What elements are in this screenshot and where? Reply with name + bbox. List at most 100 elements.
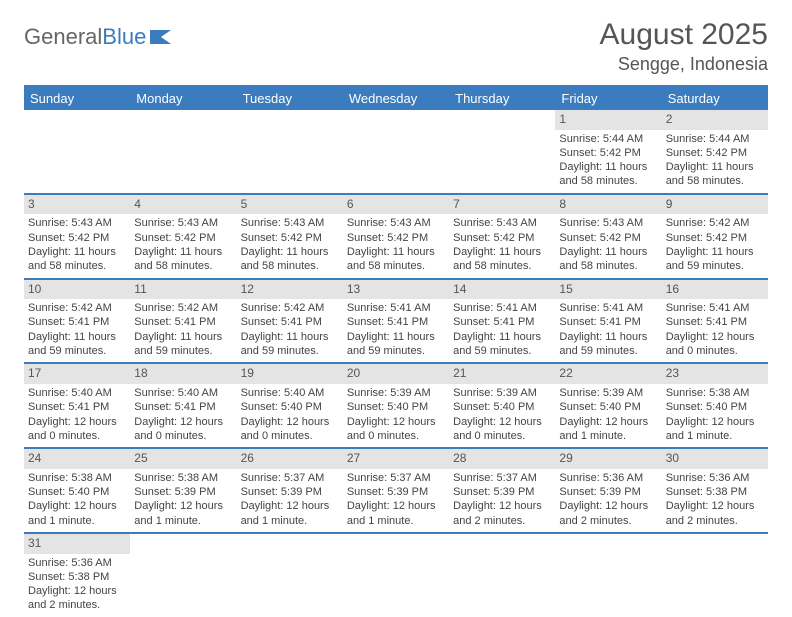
sunset-text: Sunset: 5:41 PM	[347, 315, 445, 329]
sunset-text: Sunset: 5:39 PM	[559, 485, 657, 499]
day-body: Sunrise: 5:36 AMSunset: 5:39 PMDaylight:…	[555, 469, 661, 532]
daylight-text: Daylight: 11 hours	[347, 330, 445, 344]
sunset-text: Sunset: 5:40 PM	[666, 400, 764, 414]
month-title: August 2025	[600, 18, 768, 52]
day-body: Sunrise: 5:42 AMSunset: 5:41 PMDaylight:…	[24, 299, 130, 362]
sunset-text: Sunset: 5:41 PM	[453, 315, 551, 329]
daylight-text: and 2 minutes.	[666, 514, 764, 528]
sunset-text: Sunset: 5:38 PM	[666, 485, 764, 499]
sunrise-text: Sunrise: 5:43 AM	[241, 216, 339, 230]
day-number: 12	[237, 280, 343, 300]
sunrise-text: Sunrise: 5:39 AM	[559, 386, 657, 400]
day-number: 23	[662, 364, 768, 384]
daylight-text: and 0 minutes.	[666, 344, 764, 358]
day-header: Thursday	[449, 87, 555, 110]
sunset-text: Sunset: 5:42 PM	[28, 231, 126, 245]
day-body: Sunrise: 5:43 AMSunset: 5:42 PMDaylight:…	[237, 214, 343, 277]
sunset-text: Sunset: 5:40 PM	[453, 400, 551, 414]
day-number: 19	[237, 364, 343, 384]
day-body: Sunrise: 5:41 AMSunset: 5:41 PMDaylight:…	[449, 299, 555, 362]
day-cell: 10Sunrise: 5:42 AMSunset: 5:41 PMDayligh…	[24, 280, 130, 363]
day-body: Sunrise: 5:37 AMSunset: 5:39 PMDaylight:…	[449, 469, 555, 532]
sunset-text: Sunset: 5:39 PM	[134, 485, 232, 499]
logo: GeneralBlue	[24, 24, 175, 50]
day-body: Sunrise: 5:44 AMSunset: 5:42 PMDaylight:…	[555, 130, 661, 193]
daylight-text: and 58 minutes.	[28, 259, 126, 273]
sunrise-text: Sunrise: 5:38 AM	[28, 471, 126, 485]
day-cell: 30Sunrise: 5:36 AMSunset: 5:38 PMDayligh…	[662, 449, 768, 532]
sunset-text: Sunset: 5:41 PM	[134, 315, 232, 329]
sunrise-text: Sunrise: 5:43 AM	[28, 216, 126, 230]
day-number: 27	[343, 449, 449, 469]
sunrise-text: Sunrise: 5:42 AM	[241, 301, 339, 315]
day-number: 29	[555, 449, 661, 469]
calendar: Sunday Monday Tuesday Wednesday Thursday…	[24, 85, 768, 617]
daylight-text: and 0 minutes.	[28, 429, 126, 443]
sunrise-text: Sunrise: 5:44 AM	[666, 132, 764, 146]
day-cell: 7Sunrise: 5:43 AMSunset: 5:42 PMDaylight…	[449, 195, 555, 278]
daylight-text: and 58 minutes.	[453, 259, 551, 273]
empty-day-cell	[343, 110, 449, 193]
daylight-text: and 1 minute.	[347, 514, 445, 528]
sunrise-text: Sunrise: 5:41 AM	[347, 301, 445, 315]
day-number: 26	[237, 449, 343, 469]
sunrise-text: Sunrise: 5:36 AM	[666, 471, 764, 485]
sunrise-text: Sunrise: 5:39 AM	[453, 386, 551, 400]
day-cell: 18Sunrise: 5:40 AMSunset: 5:41 PMDayligh…	[130, 364, 236, 447]
daylight-text: Daylight: 12 hours	[666, 499, 764, 513]
sunrise-text: Sunrise: 5:38 AM	[666, 386, 764, 400]
day-body: Sunrise: 5:37 AMSunset: 5:39 PMDaylight:…	[343, 469, 449, 532]
day-body: Sunrise: 5:40 AMSunset: 5:41 PMDaylight:…	[24, 384, 130, 447]
day-header: Saturday	[662, 87, 768, 110]
day-number: 6	[343, 195, 449, 215]
empty-day-cell	[237, 110, 343, 193]
daylight-text: and 0 minutes.	[453, 429, 551, 443]
daylight-text: Daylight: 11 hours	[559, 245, 657, 259]
sunset-text: Sunset: 5:41 PM	[28, 400, 126, 414]
sunset-text: Sunset: 5:39 PM	[347, 485, 445, 499]
day-cell: 16Sunrise: 5:41 AMSunset: 5:41 PMDayligh…	[662, 280, 768, 363]
sunset-text: Sunset: 5:41 PM	[559, 315, 657, 329]
day-cell: 29Sunrise: 5:36 AMSunset: 5:39 PMDayligh…	[555, 449, 661, 532]
day-body: Sunrise: 5:36 AMSunset: 5:38 PMDaylight:…	[24, 554, 130, 617]
day-cell: 1Sunrise: 5:44 AMSunset: 5:42 PMDaylight…	[555, 110, 661, 193]
day-body: Sunrise: 5:40 AMSunset: 5:40 PMDaylight:…	[237, 384, 343, 447]
day-cell: 25Sunrise: 5:38 AMSunset: 5:39 PMDayligh…	[130, 449, 236, 532]
daylight-text: and 1 minute.	[241, 514, 339, 528]
day-number: 24	[24, 449, 130, 469]
day-number: 28	[449, 449, 555, 469]
week-row: 3Sunrise: 5:43 AMSunset: 5:42 PMDaylight…	[24, 195, 768, 280]
daylight-text: and 0 minutes.	[347, 429, 445, 443]
daylight-text: Daylight: 12 hours	[347, 415, 445, 429]
day-body: Sunrise: 5:41 AMSunset: 5:41 PMDaylight:…	[555, 299, 661, 362]
day-cell: 22Sunrise: 5:39 AMSunset: 5:40 PMDayligh…	[555, 364, 661, 447]
day-header: Wednesday	[343, 87, 449, 110]
day-number: 11	[130, 280, 236, 300]
location-label: Sengge, Indonesia	[600, 54, 768, 75]
day-body: Sunrise: 5:38 AMSunset: 5:40 PMDaylight:…	[662, 384, 768, 447]
daylight-text: and 59 minutes.	[134, 344, 232, 358]
day-cell: 3Sunrise: 5:43 AMSunset: 5:42 PMDaylight…	[24, 195, 130, 278]
daylight-text: Daylight: 12 hours	[28, 499, 126, 513]
daylight-text: and 59 minutes.	[347, 344, 445, 358]
empty-day-cell	[130, 534, 236, 617]
day-cell: 6Sunrise: 5:43 AMSunset: 5:42 PMDaylight…	[343, 195, 449, 278]
daylight-text: Daylight: 11 hours	[666, 245, 764, 259]
day-body: Sunrise: 5:42 AMSunset: 5:41 PMDaylight:…	[237, 299, 343, 362]
day-body: Sunrise: 5:36 AMSunset: 5:38 PMDaylight:…	[662, 469, 768, 532]
sunset-text: Sunset: 5:41 PM	[666, 315, 764, 329]
sunrise-text: Sunrise: 5:36 AM	[559, 471, 657, 485]
day-number: 9	[662, 195, 768, 215]
daylight-text: Daylight: 11 hours	[347, 245, 445, 259]
daylight-text: and 1 minute.	[559, 429, 657, 443]
day-cell: 11Sunrise: 5:42 AMSunset: 5:41 PMDayligh…	[130, 280, 236, 363]
sunrise-text: Sunrise: 5:37 AM	[241, 471, 339, 485]
daylight-text: Daylight: 11 hours	[134, 245, 232, 259]
day-cell: 17Sunrise: 5:40 AMSunset: 5:41 PMDayligh…	[24, 364, 130, 447]
daylight-text: Daylight: 11 hours	[28, 245, 126, 259]
empty-day-cell	[449, 534, 555, 617]
daylight-text: Daylight: 11 hours	[241, 245, 339, 259]
daylight-text: and 59 minutes.	[453, 344, 551, 358]
day-cell: 12Sunrise: 5:42 AMSunset: 5:41 PMDayligh…	[237, 280, 343, 363]
empty-day-cell	[662, 534, 768, 617]
